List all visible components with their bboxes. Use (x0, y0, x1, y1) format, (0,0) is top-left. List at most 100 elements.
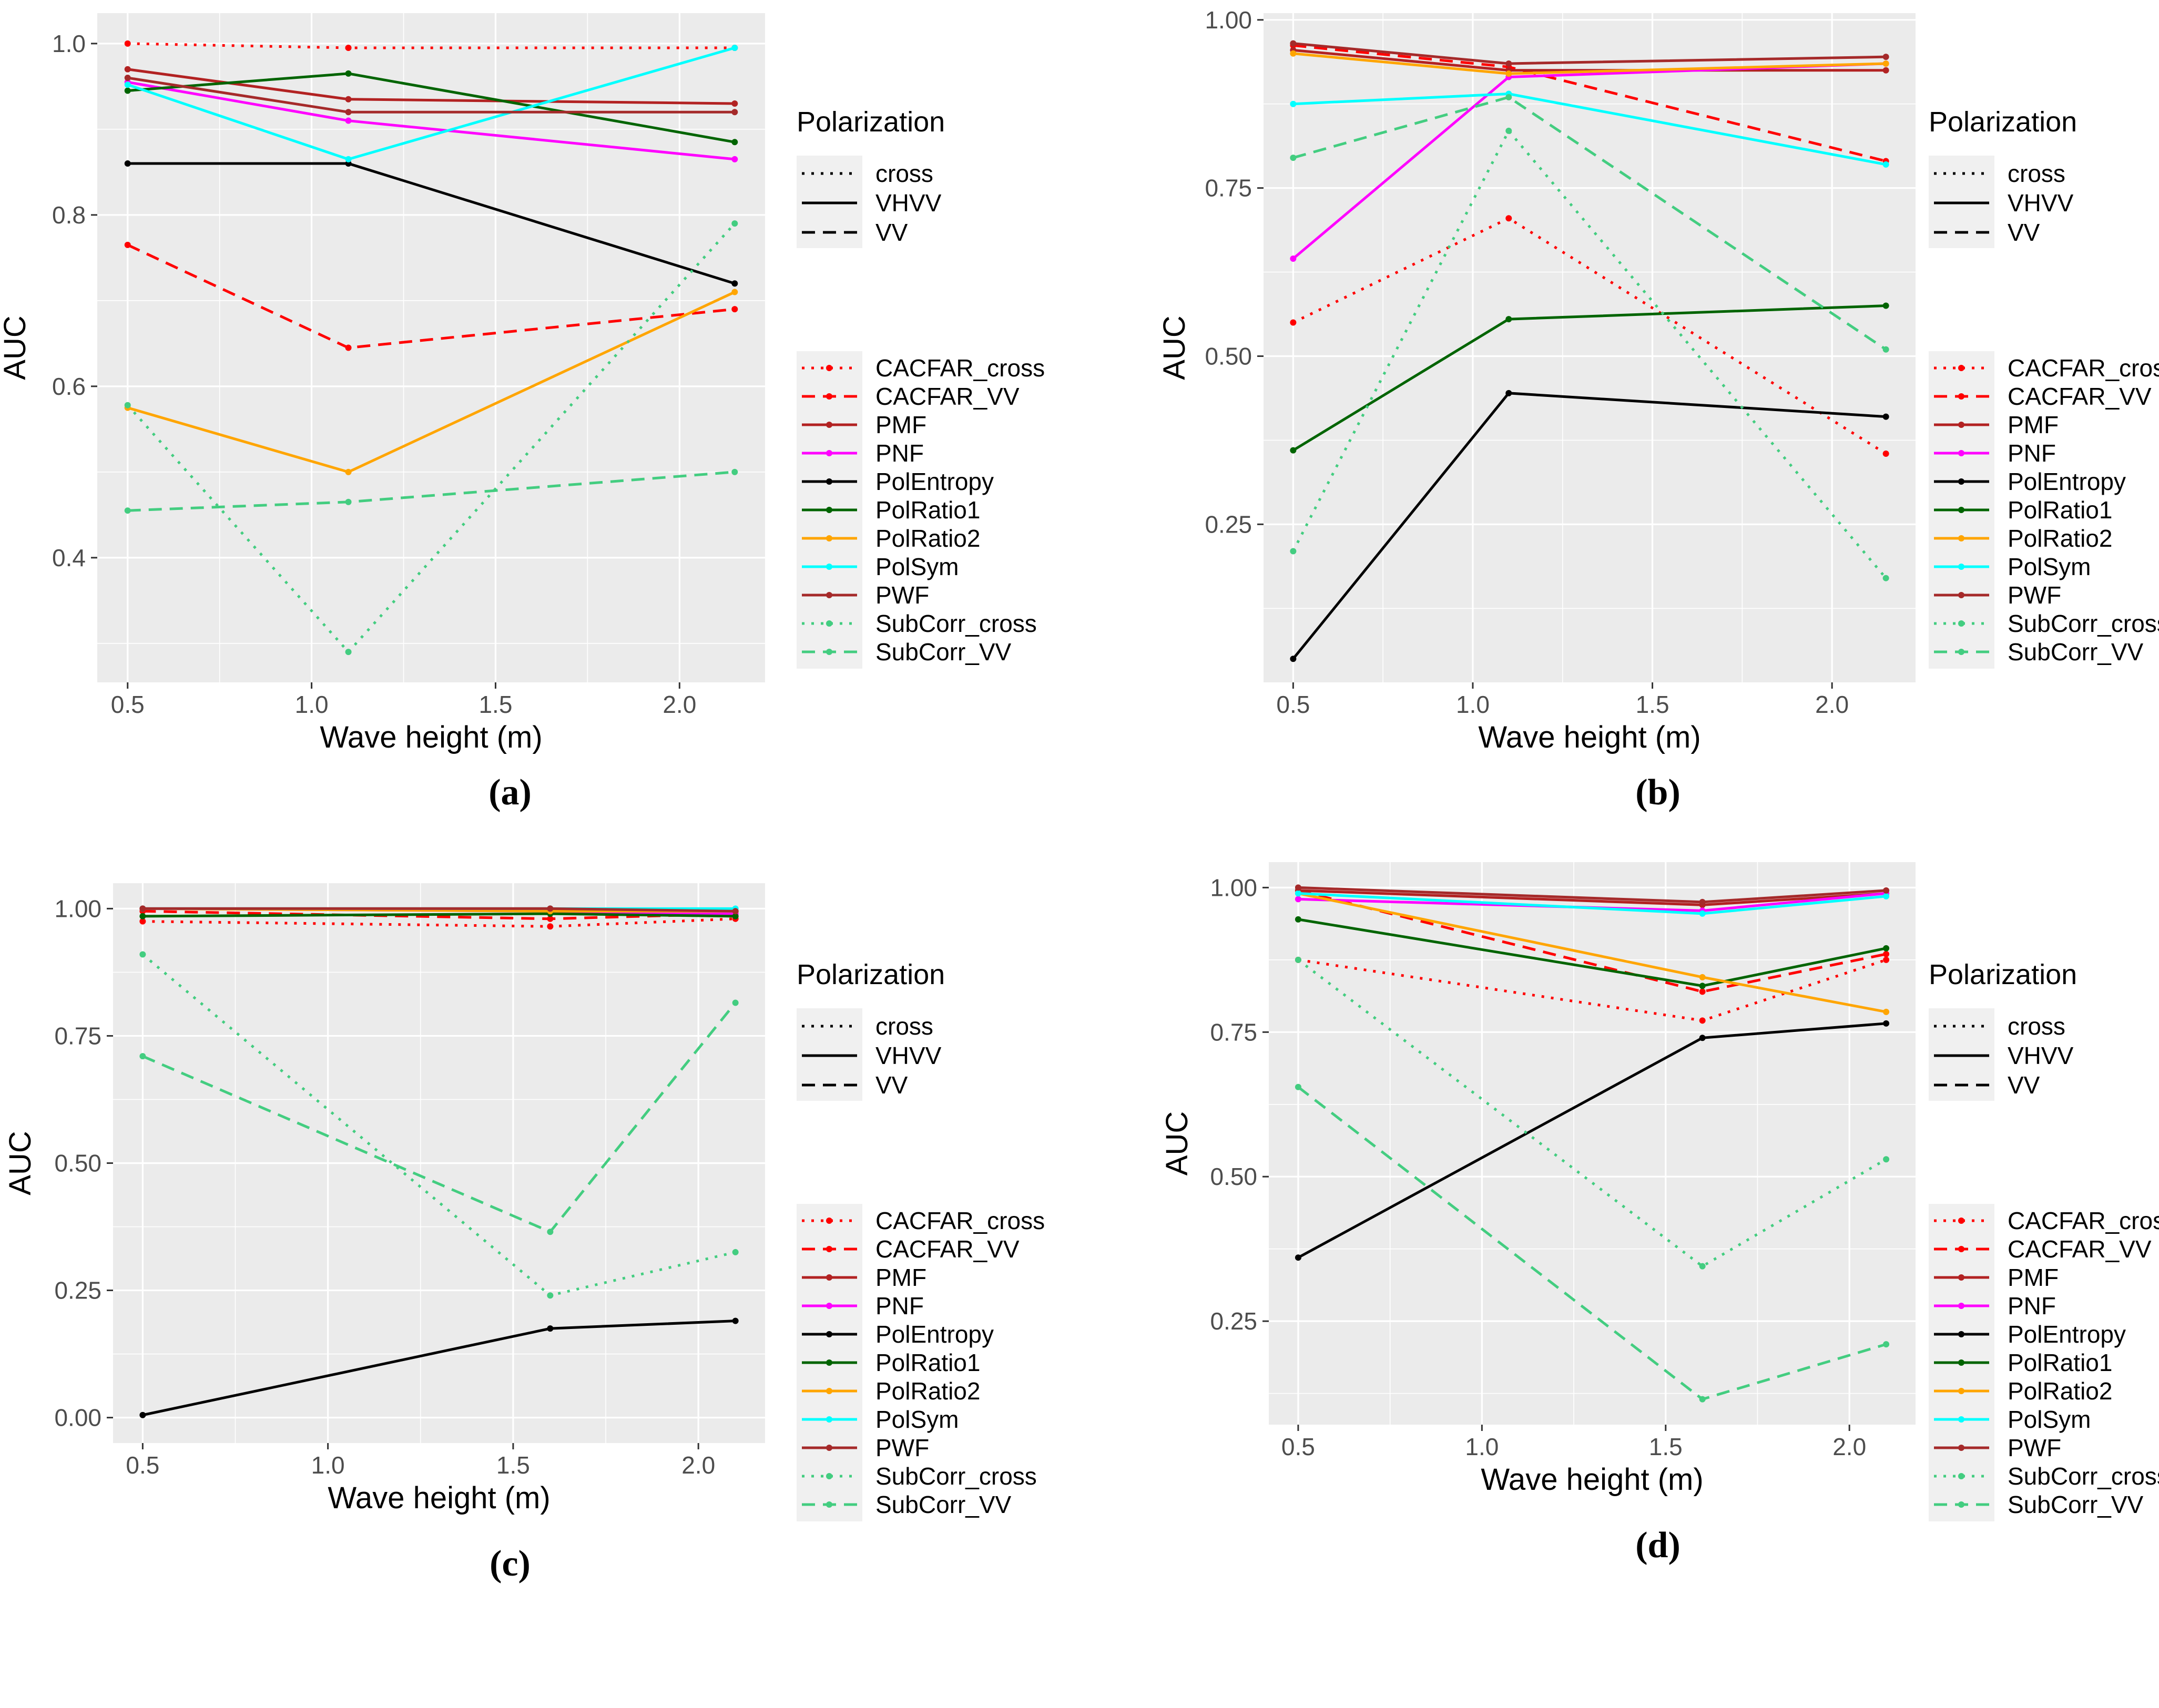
legend-label-SubCorr_VV: SubCorr_VV (875, 1491, 1012, 1518)
legend-key-point-PolEntropy (1958, 478, 1964, 485)
legend-key-point-SubCorr_VV (826, 1501, 832, 1508)
series-point-SubCorr_cross (1883, 1156, 1890, 1163)
series-point-PNF (345, 117, 352, 124)
series-point-PWF (732, 908, 739, 915)
series-point-PNF (731, 156, 738, 162)
legend-key-point-SubCorr_cross (826, 1473, 832, 1479)
series-point-PWF (1290, 40, 1297, 47)
y-tick-label: 0.50 (1205, 342, 1252, 370)
series-point-SubCorr_VV (1295, 1083, 1301, 1090)
series-point-PolSym (1883, 893, 1890, 899)
series-line-SubCorr_VV (1292, 96, 1887, 351)
legend-label-VV: VV (2008, 1071, 2040, 1099)
y-tick-label: 0.8 (52, 201, 86, 229)
series-point-SubCorr_cross (732, 1249, 739, 1255)
legend-key-point-PolEntropy (826, 478, 832, 485)
legend-label-SubCorr_VV: SubCorr_VV (2008, 1491, 2144, 1518)
y-tick-label: 0.75 (1205, 175, 1252, 202)
legend-label-VHVV: VHVV (875, 189, 942, 217)
legend-label-PolRatio1: PolRatio1 (2008, 496, 2112, 524)
series-point-SubCorr_VV (139, 1053, 146, 1060)
legend-label-PMF: PMF (2008, 411, 2059, 438)
legend-key-point-CACFAR_VV (1958, 393, 1964, 400)
legend-key-point-PNF (826, 450, 832, 456)
polarization-legend-title: Polarization (1929, 106, 2077, 138)
panel-c: 0.5 1.0 1.5 2.0 0.00 0.25 0.50 0.75 1.00 Wave hei… (0, 853, 1080, 1705)
y-tick-label: 1.00 (54, 895, 101, 922)
series-point-PolEntropy (547, 1325, 554, 1332)
series-point-SubCorr_VV (731, 468, 738, 475)
plot-area (1269, 862, 1916, 1425)
legend-label-SubCorr_cross: SubCorr_cross (875, 610, 1037, 637)
x-tick-label: 1.5 (496, 1451, 530, 1479)
legend-key-point-CACFAR_VV (1958, 1246, 1964, 1252)
legend-label-VV: VV (875, 1071, 908, 1099)
legend-label-CACFAR_cross: CACFAR_cross (2008, 354, 2159, 382)
series-point-PWF (547, 905, 554, 912)
panel-caption: (d) (1635, 1525, 1681, 1566)
legend-key-point-PolEntropy (1958, 1331, 1964, 1337)
x-tick-label: 0.5 (126, 1451, 159, 1479)
series-point-PolRatio1 (1290, 447, 1297, 454)
legend-label-PMF: PMF (875, 411, 926, 438)
panel-caption: (a) (488, 772, 532, 813)
series-point-PWF (1505, 60, 1512, 67)
legend-label-VV: VV (875, 219, 908, 246)
legend-label-SubCorr_cross: SubCorr_cross (875, 1462, 1037, 1490)
series-point-SubCorr_VV (547, 1229, 554, 1235)
polarization-legend-title: Polarization (1929, 959, 2077, 990)
legend-label-PNF: PNF (875, 1292, 924, 1320)
series-point-CACFAR_cross (1883, 956, 1890, 963)
x-tick-label: 1.0 (1465, 1433, 1499, 1460)
legend-label-CACFAR_cross: CACFAR_cross (875, 354, 1045, 382)
legend-key-point-SubCorr_VV (1958, 1501, 1964, 1508)
series-point-PWF (1699, 898, 1706, 905)
legend-label-PolRatio1: PolRatio1 (2008, 1349, 2112, 1376)
legend-label-PWF: PWF (2008, 1434, 2061, 1461)
legend-key-point-PWF (826, 1445, 832, 1451)
legend-label-PolRatio2: PolRatio2 (2008, 1377, 2112, 1405)
legend-label-PolRatio2: PolRatio2 (2008, 525, 2112, 552)
legend-label-PNF: PNF (875, 439, 924, 467)
series-point-PWF (1295, 884, 1301, 891)
series-point-PMF (1882, 67, 1889, 74)
legend-key-point-CACFAR_cross (1958, 1218, 1964, 1224)
series-point-SubCorr_cross (1295, 956, 1301, 963)
series-point-PMF (124, 66, 131, 73)
panel-a: 0.5 1.0 1.5 2.0 0.4 0.6 0.8 1.0 Wave height (m) A… (0, 0, 1080, 853)
series-point-PWF (1882, 54, 1889, 60)
x-tick-label: 1.5 (1649, 1433, 1683, 1460)
series-point-SubCorr_VV (732, 999, 739, 1006)
panel-d: 0.5 1.0 1.5 2.0 0.25 0.50 0.75 1.00 Wave height … (1080, 853, 2159, 1705)
series-point-SubCorr_VV (1882, 346, 1889, 353)
series-point-PolEntropy (731, 280, 738, 287)
series-point-PolSym (345, 156, 352, 162)
legend-key-point-PWF (826, 592, 832, 598)
legend-label-SubCorr_cross: SubCorr_cross (2008, 610, 2159, 637)
panel-caption: (c) (490, 1543, 531, 1584)
x-axis-title: Wave height (m) (1478, 720, 1700, 754)
legend-label-PMF: PMF (2008, 1264, 2059, 1291)
series-point-CACFAR_cross (1882, 451, 1889, 457)
panel-b: 0.5 1.0 1.5 2.0 0.25 0.50 0.75 1.00 Wave height … (1080, 0, 2159, 853)
series-point-CACFAR_VV (345, 344, 352, 351)
legend-label-PWF: PWF (875, 1434, 929, 1461)
series-point-SubCorr_cross (547, 1292, 554, 1299)
legend-key-point-CACFAR_VV (826, 1246, 832, 1252)
series-point-SubCorr_cross (731, 220, 738, 227)
series-point-CACFAR_VV (1699, 988, 1706, 995)
y-tick-label: 0.50 (54, 1150, 101, 1177)
legend-label-VHVV: VHVV (2008, 1042, 2074, 1069)
x-tick-label: 0.5 (1276, 691, 1310, 718)
legend-label-cross: cross (875, 160, 933, 187)
legend-key-point-PWF (1958, 592, 1964, 598)
legend-key-point-PNF (1958, 450, 1964, 456)
series-point-PolRatio1 (345, 70, 352, 77)
series-point-CACFAR_VV (547, 915, 554, 922)
series-point-PNF (1295, 896, 1301, 903)
legend-label-CACFAR_VV: CACFAR_VV (875, 1235, 1020, 1263)
y-axis-title: AUC (0, 315, 32, 380)
legend-key-point-PolSym (1958, 564, 1964, 570)
legend-key-point-PNF (1958, 1303, 1964, 1309)
series-point-PMF (345, 96, 352, 103)
